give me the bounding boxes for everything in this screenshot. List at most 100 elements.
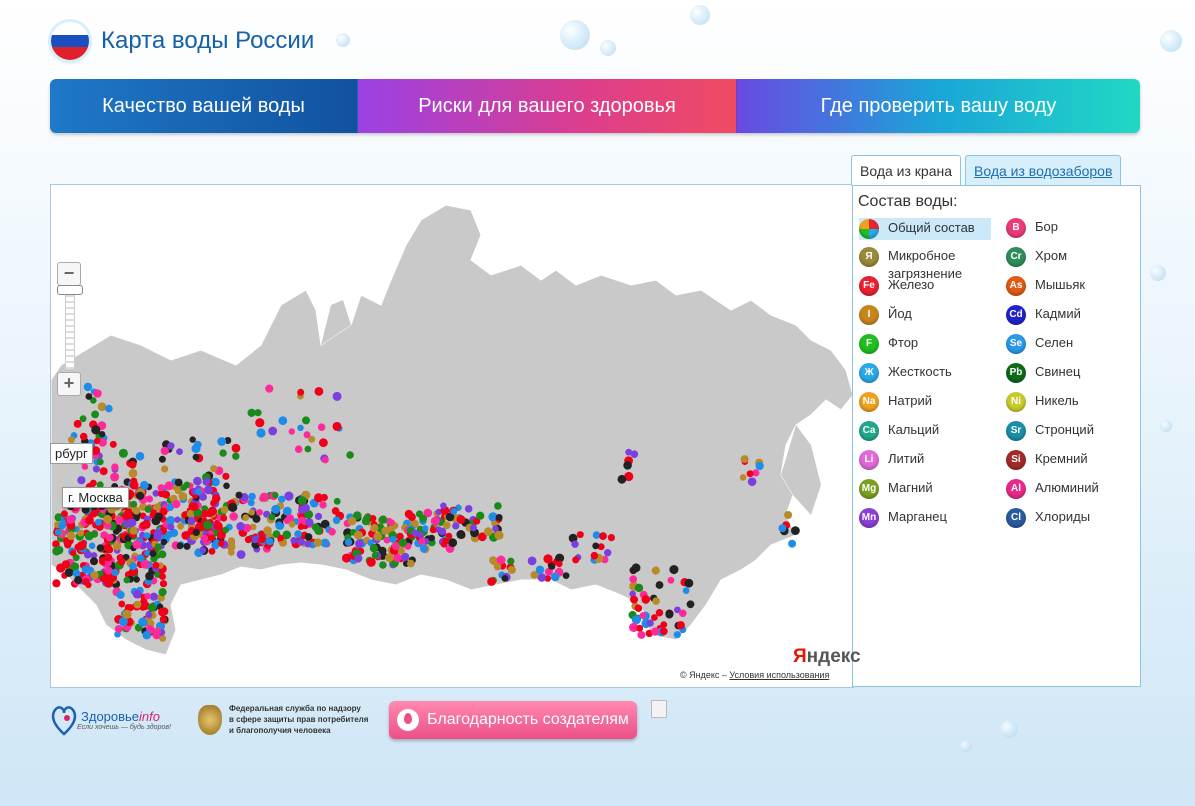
water-sample-marker[interactable]	[429, 526, 437, 534]
water-sample-marker[interactable]	[111, 568, 119, 577]
water-sample-marker[interactable]	[83, 382, 93, 392]
terms-link[interactable]: Условия использования	[729, 670, 830, 680]
water-sample-marker[interactable]	[319, 501, 327, 509]
legend-item[interactable]: Я Микробное загрязнение	[859, 247, 969, 283]
water-sample-marker[interactable]	[154, 512, 163, 521]
water-sample-marker[interactable]	[419, 544, 428, 553]
water-sample-marker[interactable]	[355, 539, 364, 548]
tab-tap-water[interactable]: Вода из крана	[851, 155, 962, 186]
water-sample-marker[interactable]	[597, 543, 605, 551]
yandex-logo[interactable]: Яндекс	[793, 646, 861, 667]
water-sample-marker[interactable]	[636, 624, 644, 632]
water-sample-marker[interactable]	[217, 530, 226, 540]
zoom-in-button[interactable]: +	[57, 372, 81, 396]
water-sample-marker[interactable]	[115, 516, 124, 525]
water-sample-marker[interactable]	[604, 549, 612, 557]
water-sample-marker[interactable]	[178, 492, 188, 501]
water-sample-marker[interactable]	[623, 461, 632, 470]
water-sample-marker[interactable]	[679, 609, 687, 618]
water-sample-marker[interactable]	[629, 590, 636, 598]
legend-item[interactable]: Ca Кальций	[859, 421, 939, 441]
water-sample-marker[interactable]	[278, 495, 286, 503]
water-sample-marker[interactable]	[143, 532, 151, 539]
water-sample-marker[interactable]	[651, 566, 660, 575]
water-sample-marker[interactable]	[400, 552, 410, 562]
water-sample-marker[interactable]	[219, 449, 227, 457]
water-sample-marker[interactable]	[144, 505, 152, 513]
water-sample-marker[interactable]	[333, 497, 341, 505]
water-sample-marker[interactable]	[176, 542, 184, 550]
legend-item[interactable]: Na Натрий	[859, 392, 932, 412]
water-sample-marker[interactable]	[133, 576, 140, 583]
water-sample-marker[interactable]	[102, 575, 111, 584]
water-sample-marker[interactable]	[317, 423, 326, 431]
water-sample-marker[interactable]	[445, 512, 455, 522]
water-sample-marker[interactable]	[488, 512, 498, 522]
water-sample-marker[interactable]	[133, 600, 142, 609]
tab-check-water[interactable]: Где проверить вашу воду	[737, 79, 1140, 133]
water-sample-marker[interactable]	[492, 525, 499, 532]
legend-item[interactable]: B Бор	[1006, 218, 1058, 238]
water-sample-marker[interactable]	[192, 453, 200, 461]
water-sample-marker[interactable]	[494, 530, 504, 540]
water-sample-marker[interactable]	[140, 559, 150, 569]
water-sample-marker[interactable]	[158, 455, 166, 463]
water-sample-marker[interactable]	[118, 448, 128, 458]
water-sample-marker[interactable]	[90, 479, 97, 487]
water-sample-marker[interactable]	[147, 603, 157, 612]
water-sample-marker[interactable]	[442, 537, 450, 545]
water-sample-marker[interactable]	[158, 588, 167, 597]
water-sample-marker[interactable]	[254, 409, 262, 417]
water-sample-marker[interactable]	[152, 503, 161, 512]
water-sample-marker[interactable]	[249, 523, 257, 531]
water-sample-marker[interactable]	[319, 438, 328, 448]
site-logo[interactable]: Карта воды России	[51, 22, 314, 60]
water-sample-marker[interactable]	[305, 518, 314, 527]
water-sample-marker[interactable]	[207, 506, 217, 516]
water-sample-marker[interactable]	[354, 554, 363, 563]
water-sample-marker[interactable]	[452, 522, 460, 530]
water-sample-marker[interactable]	[676, 621, 685, 630]
water-sample-marker[interactable]	[258, 535, 266, 544]
water-sample-marker[interactable]	[507, 557, 515, 565]
water-sample-marker[interactable]	[52, 579, 61, 588]
water-sample-marker[interactable]	[110, 472, 120, 482]
water-sample-marker[interactable]	[259, 495, 266, 502]
water-sample-marker[interactable]	[670, 565, 679, 574]
zdorovie-info-logo[interactable]: Здоровьеinfo Если хочешь — будь здоров!	[51, 704, 171, 736]
water-sample-marker[interactable]	[150, 555, 158, 563]
water-sample-marker[interactable]	[247, 499, 255, 507]
tab-intake-water[interactable]: Вода из водозаборов	[965, 155, 1122, 186]
water-sample-marker[interactable]	[684, 578, 694, 588]
water-sample-marker[interactable]	[213, 521, 223, 531]
water-sample-marker[interactable]	[314, 512, 323, 520]
water-sample-marker[interactable]	[104, 566, 113, 575]
water-sample-marker[interactable]	[411, 529, 419, 537]
water-sample-marker[interactable]	[477, 532, 487, 542]
water-sample-marker[interactable]	[740, 455, 749, 464]
water-sample-marker[interactable]	[332, 391, 342, 401]
water-sample-marker[interactable]	[54, 528, 62, 536]
water-sample-marker[interactable]	[126, 518, 135, 528]
water-sample-marker[interactable]	[371, 551, 379, 559]
water-sample-marker[interactable]	[494, 502, 502, 510]
water-sample-marker[interactable]	[555, 553, 565, 563]
water-sample-marker[interactable]	[103, 543, 112, 552]
water-sample-marker[interactable]	[165, 531, 173, 539]
water-sample-marker[interactable]	[85, 515, 94, 525]
water-sample-marker[interactable]	[296, 537, 305, 546]
water-sample-marker[interactable]	[133, 540, 142, 549]
water-sample-marker[interactable]	[222, 526, 230, 534]
legend-item[interactable]: Si Кремний	[1006, 450, 1088, 470]
water-sample-marker[interactable]	[64, 568, 74, 577]
water-sample-marker[interactable]	[138, 617, 148, 627]
water-sample-marker[interactable]	[321, 456, 329, 464]
water-sample-marker[interactable]	[211, 477, 220, 487]
water-sample-marker[interactable]	[275, 521, 283, 529]
water-sample-marker[interactable]	[443, 521, 451, 530]
water-sample-marker[interactable]	[535, 565, 545, 575]
water-sample-marker[interactable]	[144, 549, 151, 557]
city-label-spb[interactable]: рбург	[50, 443, 93, 464]
water-sample-marker[interactable]	[135, 451, 145, 461]
water-sample-marker[interactable]	[428, 534, 436, 542]
